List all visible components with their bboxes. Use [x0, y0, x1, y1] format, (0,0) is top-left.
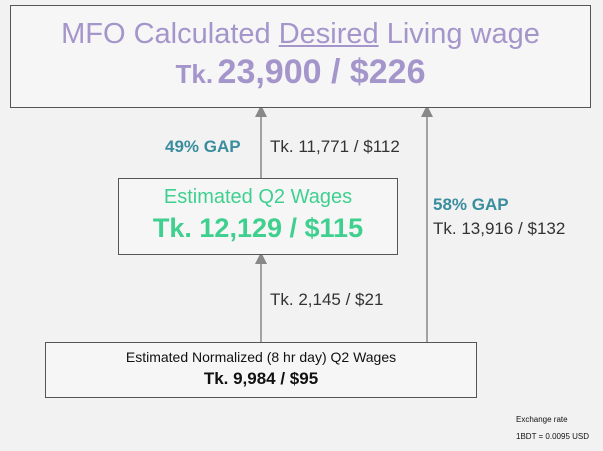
- title-part: Living wage: [386, 18, 540, 50]
- title-emphasis: Desired: [278, 18, 379, 50]
- middle-amount: Tk. 12,129 / $115: [152, 213, 364, 243]
- amount: 23,900 / $226: [217, 53, 426, 91]
- bottom-box: Estimated Normalized (8 hr day) Q2 Wages…: [45, 342, 477, 398]
- currency: Tk.: [175, 59, 214, 89]
- middle-title: Estimated Q2 Wages: [163, 186, 353, 208]
- top-box: MFO Calculated Desired Living wage Tk. 2…: [10, 5, 591, 108]
- gap-amount: Tk. 11,771 / $112: [270, 137, 400, 156]
- gap-amount: Tk. 13,916 / $132: [433, 219, 566, 238]
- top-amount: Tk. 23,900 / $226: [11, 53, 590, 92]
- bottom-amount: Tk. 9,984 / $95: [203, 369, 319, 388]
- exchange-title: Exchange rate: [516, 415, 568, 424]
- bottom-title: Estimated Normalized (8 hr day) Q2 Wages: [125, 349, 397, 365]
- exchange-rate: 1BDT = 0.0095 USD: [516, 432, 590, 441]
- title-part: MFO Calculated: [61, 18, 271, 50]
- middle-box: Estimated Q2 Wages Tk. 12,129 / $115: [118, 178, 398, 255]
- gap-amount: Tk. 2,145 / $21: [270, 290, 384, 309]
- top-title: MFO Calculated Desired Living wage: [11, 18, 590, 51]
- gap-label: 58% GAP: [433, 195, 509, 214]
- gap-label: 49% GAP: [165, 137, 241, 156]
